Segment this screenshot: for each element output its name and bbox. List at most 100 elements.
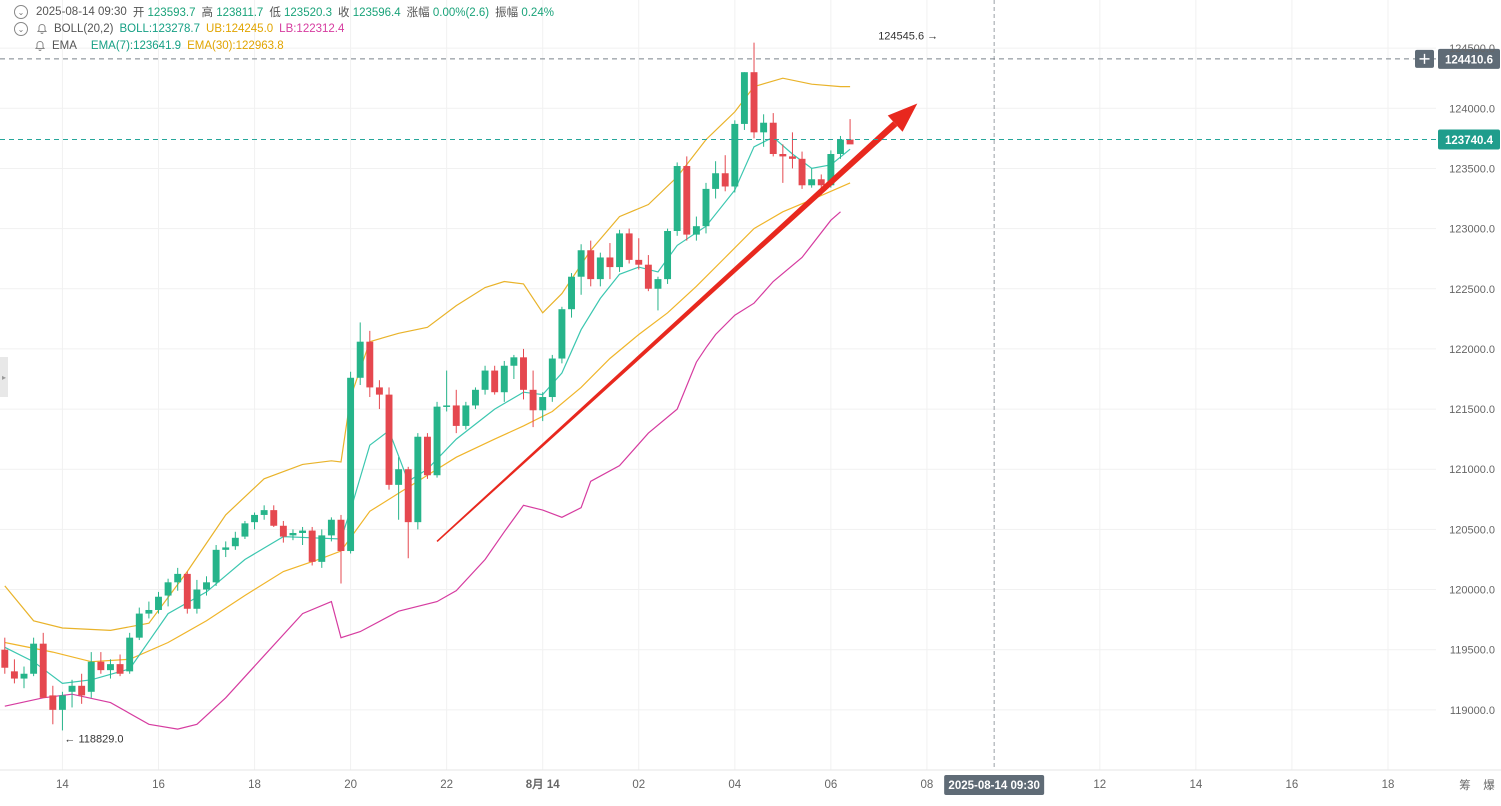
time-tick-label: 18	[1382, 779, 1395, 791]
bell-icon[interactable]	[34, 40, 46, 52]
candle-body	[817, 179, 825, 186]
candle-body	[231, 537, 239, 547]
candle-body	[87, 661, 95, 692]
time-tick-label: 02	[632, 779, 645, 791]
axis-settings-glyph[interactable]: 爆	[1483, 778, 1495, 792]
candle-body	[126, 637, 134, 672]
close-value: 123596.4	[352, 7, 401, 19]
candle-body	[337, 519, 345, 552]
candle-body	[356, 341, 364, 378]
change-value: 0.00%(2.6)	[432, 7, 490, 19]
candle-body	[251, 514, 258, 523]
boll-upper-value: UB:124245.0	[206, 23, 274, 35]
crosshair-time-tag	[944, 775, 1045, 795]
price-tick-label: 120000.0	[1449, 585, 1495, 597]
time-tick-label: 16	[1286, 779, 1299, 791]
open-value: 123593.7	[147, 7, 196, 19]
low-value: 123520.3	[284, 7, 332, 19]
time-tick-label: 14	[1189, 779, 1202, 791]
candle-body	[644, 264, 652, 289]
ema30-value: EMA(30):122963.8	[187, 40, 284, 52]
candle-body	[78, 685, 86, 696]
time-tick-label: 8月 14	[526, 778, 560, 791]
plus-icon	[1419, 53, 1430, 64]
candle-body	[846, 139, 854, 145]
price-tick-label: 122500.0	[1449, 284, 1495, 296]
candle-body	[616, 233, 624, 268]
candle-body	[740, 72, 748, 124]
price-tick-label: 124500.0	[1449, 43, 1495, 55]
price-tick-label: 122000.0	[1449, 344, 1495, 356]
ema7-value: EMA(7):123641.9	[90, 40, 182, 52]
candle-body	[49, 695, 57, 710]
candle-body	[366, 341, 374, 388]
candle-body	[606, 257, 614, 268]
candlesticks	[1, 42, 854, 731]
candle-body	[750, 72, 758, 133]
max-price-annotation: 124545.6 →	[878, 31, 938, 43]
low-label: 低	[269, 7, 281, 19]
price-tag-label: 124410.6	[1445, 54, 1493, 66]
side-panel-toggle[interactable]: ▸	[0, 357, 8, 397]
candle-body	[414, 436, 422, 523]
boll-lower-value: LB:122312.4	[279, 23, 345, 35]
boll-mid-value: BOLL:123278.7	[119, 23, 201, 35]
candle-body	[279, 525, 287, 537]
candle-body	[596, 257, 604, 280]
candle-body	[808, 179, 816, 186]
candle-body	[481, 370, 489, 390]
price-tag-label: 123740.4	[1445, 135, 1494, 147]
price-tick-label: 121000.0	[1449, 464, 1495, 476]
candle-body	[97, 661, 105, 671]
price-tag	[1438, 129, 1500, 150]
candle-body	[308, 530, 316, 562]
candle-body	[779, 154, 787, 157]
candle-body	[20, 673, 28, 679]
candle-body	[452, 405, 460, 426]
candle-body	[145, 609, 153, 614]
time-tick-label: 22	[440, 779, 453, 791]
candle-body	[327, 519, 335, 536]
candle-body	[241, 523, 249, 537]
candle-body	[529, 389, 537, 411]
bar-datetime: 2025-08-14 09:30	[36, 6, 127, 18]
candle-body	[183, 573, 191, 609]
bell-icon[interactable]	[36, 23, 48, 35]
candle-body	[375, 387, 383, 395]
ema7-line	[4, 136, 851, 685]
time-tick-label: 20	[344, 779, 357, 791]
candle-body	[347, 377, 355, 552]
candle-body	[222, 547, 230, 550]
open-label: 开	[132, 7, 145, 19]
collapse-chevron-icon[interactable]: ⌄	[14, 22, 28, 36]
candle-body	[788, 156, 796, 159]
candle-body	[558, 309, 566, 359]
time-tick-label: 04	[728, 779, 741, 791]
candle-body	[510, 357, 518, 366]
candle-body	[491, 370, 499, 393]
amplitude-label: 振幅	[495, 7, 519, 19]
price-tick-label: 123500.0	[1449, 163, 1495, 175]
candle-body	[827, 154, 835, 186]
ema30-line	[4, 182, 851, 663]
trend-arrow-shaft	[436, 121, 898, 542]
candle-body	[260, 510, 268, 515]
price-tick-label: 123000.0	[1449, 224, 1495, 236]
candle-body	[395, 469, 403, 485]
candle-body	[654, 279, 662, 289]
price-axis[interactable]: 124410.6 123740.4 124500.0 124000.0 123500.0…	[1415, 43, 1500, 717]
candle-body	[39, 643, 47, 698]
candle-body	[193, 589, 201, 609]
candle-body	[539, 397, 547, 411]
candle-body	[155, 596, 162, 610]
candle-body	[683, 166, 691, 235]
amplitude-value: 0.24%	[521, 7, 554, 19]
axis-settings-glyph[interactable]: 筹	[1459, 778, 1471, 792]
candle-body	[174, 573, 182, 583]
ohlc-row: ⌄ 2025-08-14 09:30 开 123593.7 高 123811.7…	[14, 4, 554, 20]
time-axis[interactable]: 14 16 18 20 22 8月 14 02 04 06 08 12 14 16 18 2025-08-1…	[56, 775, 1495, 795]
boll-label: BOLL(20,2)	[54, 23, 114, 35]
collapse-chevron-icon[interactable]: ⌄	[14, 5, 28, 19]
candle-body	[664, 231, 672, 280]
